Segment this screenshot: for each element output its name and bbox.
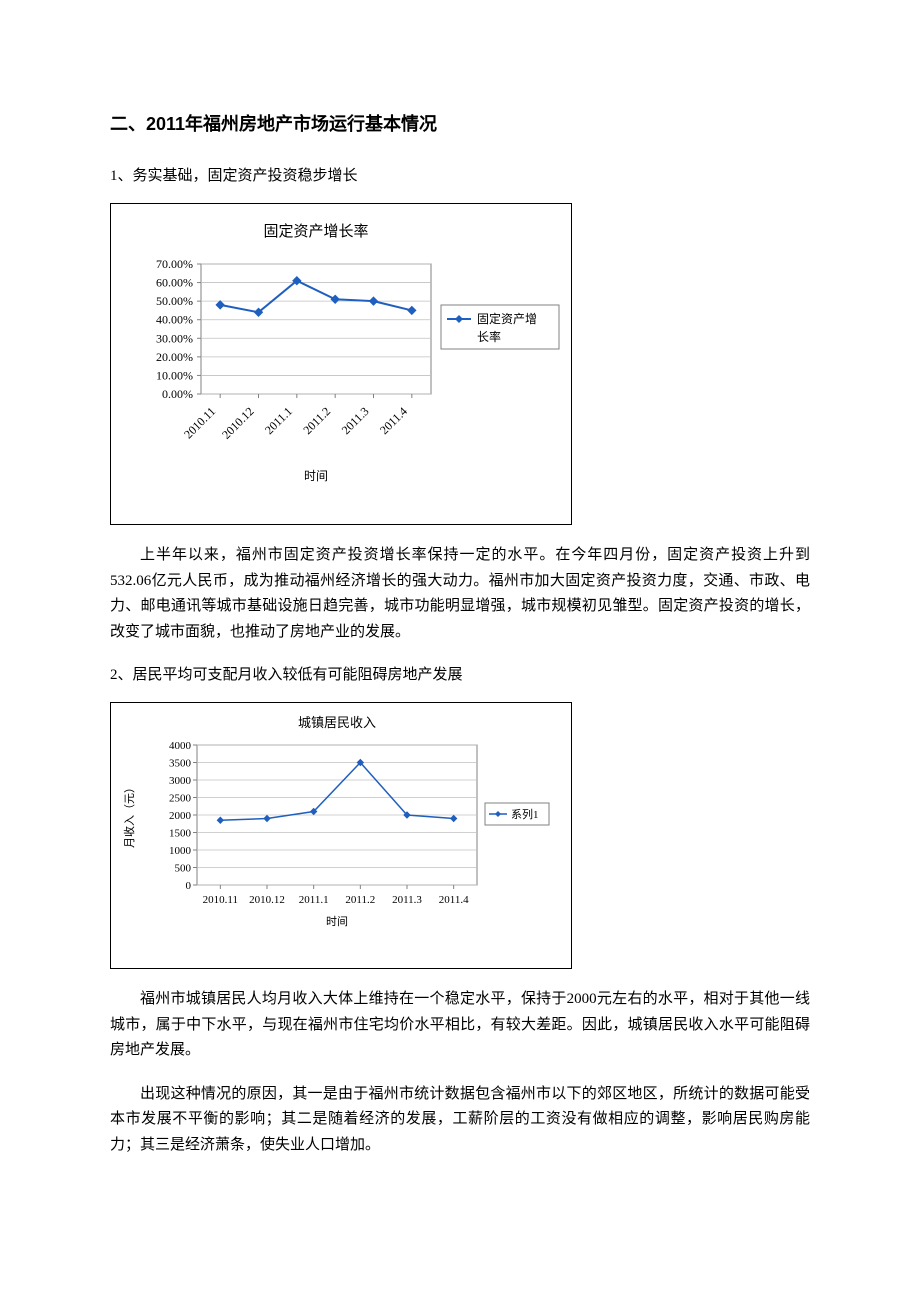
svg-text:系列1: 系列1: [511, 807, 539, 821]
svg-text:2011.3: 2011.3: [339, 404, 372, 437]
svg-text:2500: 2500: [169, 793, 192, 805]
paragraph-3: 出现这种情况的原因，其一是由于福州市统计数据包含福州市以下的郊区地区，所统计的数…: [110, 1082, 810, 1159]
svg-text:1000: 1000: [169, 845, 192, 857]
svg-text:500: 500: [175, 863, 192, 875]
svg-text:0: 0: [186, 880, 192, 892]
svg-text:固定资产增: 固定资产增: [477, 311, 537, 326]
chart-fixed-asset-growth: 固定资产增长率0.00%10.00%20.00%30.00%40.00%50.0…: [110, 203, 572, 525]
section-heading: 二、2011年福州房地产市场运行基本情况: [110, 110, 810, 136]
svg-text:0.00%: 0.00%: [162, 387, 193, 401]
svg-text:2011.2: 2011.2: [345, 894, 375, 906]
paragraph-2: 福州市城镇居民人均月收入大体上维持在一个稳定水平，保持于2000元左右的水平，相…: [110, 987, 810, 1064]
svg-text:月收入（元）: 月收入（元）: [122, 782, 136, 848]
svg-text:2011.1: 2011.1: [299, 894, 329, 906]
svg-text:2011.4: 2011.4: [377, 404, 410, 437]
svg-text:70.00%: 70.00%: [156, 257, 193, 271]
svg-text:2010.11: 2010.11: [203, 894, 238, 906]
svg-text:固定资产增长率: 固定资产增长率: [263, 223, 368, 240]
svg-text:3500: 3500: [169, 758, 192, 770]
svg-text:60.00%: 60.00%: [156, 276, 193, 290]
paragraph-1: 上半年以来，福州市固定资产投资增长率保持一定的水平。在今年四月份，固定资产投资上…: [110, 543, 810, 645]
svg-text:30.00%: 30.00%: [156, 331, 193, 345]
subheading-1: 1、务实基础，固定资产投资稳步增长: [110, 164, 810, 185]
svg-text:2010.12: 2010.12: [249, 894, 285, 906]
svg-text:时间: 时间: [304, 469, 328, 483]
svg-text:2011.2: 2011.2: [300, 404, 333, 437]
svg-text:3000: 3000: [169, 775, 192, 787]
svg-text:2010.12: 2010.12: [219, 404, 256, 441]
subheading-2: 2、居民平均可支配月收入较低有可能阻碍房地产发展: [110, 663, 810, 684]
svg-text:2010.11: 2010.11: [181, 404, 218, 441]
svg-text:50.00%: 50.00%: [156, 294, 193, 308]
svg-text:10.00%: 10.00%: [156, 368, 193, 382]
svg-text:时间: 时间: [326, 915, 348, 928]
svg-text:2011.4: 2011.4: [439, 894, 469, 906]
svg-text:1500: 1500: [169, 828, 192, 840]
svg-text:2000: 2000: [169, 810, 192, 822]
svg-text:2011.3: 2011.3: [392, 894, 422, 906]
chart-resident-income: 城镇居民收入 0 500 1000 1500 2000 2500 3000 3500 4000 月收…: [110, 702, 572, 969]
svg-text:20.00%: 20.00%: [156, 350, 193, 364]
svg-text:40.00%: 40.00%: [156, 313, 193, 327]
svg-text:4000: 4000: [169, 740, 192, 752]
svg-text:城镇居民收入: 城镇居民收入: [298, 715, 376, 730]
svg-text:2011.1: 2011.1: [262, 404, 295, 437]
svg-text:长率: 长率: [477, 329, 501, 344]
